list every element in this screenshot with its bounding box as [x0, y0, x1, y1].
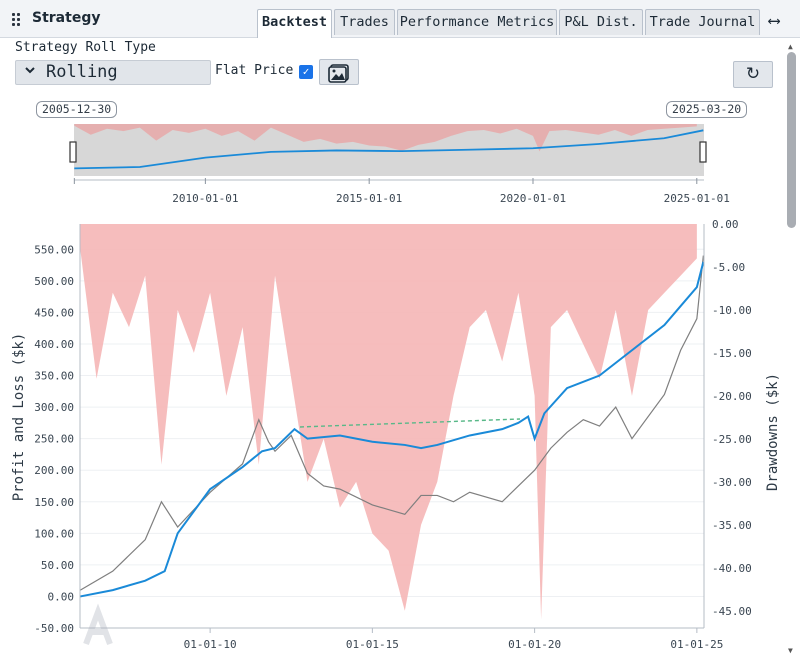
y-right-tick-label: -5.00	[712, 261, 745, 274]
roll-type-value: Rolling	[46, 62, 118, 82]
navigator-tick-label: 2010-01-01	[172, 192, 238, 205]
x-tick-label: 01-01-20	[508, 638, 561, 651]
navigator-start-date[interactable]: 2005-12-30	[36, 101, 118, 118]
chevron-down-icon	[24, 64, 36, 80]
drawdown-area	[80, 224, 697, 620]
image-icon	[328, 64, 349, 83]
tab-trade-journal[interactable]: Trade Journal	[645, 9, 760, 35]
y-left-tick-label: 50.00	[41, 559, 74, 572]
navigator-left-handle[interactable]	[69, 141, 77, 163]
scrollbar[interactable]	[787, 52, 796, 658]
navigator-right-handle[interactable]	[699, 141, 707, 163]
reset-icon: ↻	[745, 64, 761, 84]
y-right-tick-label: -10.00	[712, 304, 752, 317]
y-left-tick-label: 450.00	[34, 306, 74, 319]
x-tick-label: 01-01-25	[670, 638, 723, 651]
y-left-tick-label: 400.00	[34, 338, 74, 351]
drawdown-polygon	[80, 224, 697, 620]
navigator-tick-label: 2025-01-01	[664, 192, 730, 205]
y-right-tick-label: -20.00	[712, 390, 752, 403]
y-right-axis-label: Drawdowns ($k)	[765, 373, 780, 491]
tab-pnl-dist[interactable]: P&L Dist.	[559, 9, 643, 35]
flat-price-label: Flat Price	[215, 63, 294, 78]
tab-trades[interactable]: Trades	[334, 9, 395, 35]
y-right-tick-label: -45.00	[712, 605, 752, 618]
y-left-tick-label: 500.00	[34, 275, 74, 288]
y-left-tick-label: -50.00	[34, 622, 74, 635]
tab-backtest[interactable]: Backtest	[257, 9, 332, 38]
y-left-tick-label: 0.00	[48, 590, 75, 603]
y-right-tick-label: -40.00	[712, 562, 752, 575]
drag-handle-icon[interactable]	[12, 13, 22, 26]
pnl-drawdown-chart[interactable]: -50.00 0.00 50.00 100.00 150.00 200.00 250.00 3…	[0, 212, 780, 658]
scrollbar-thumb[interactable]	[787, 52, 796, 228]
range-navigator[interactable]: 2010-01-01 2015-01-01 2020-01-01 2025-01-01	[0, 118, 780, 210]
navigator-tick-label: 2015-01-01	[336, 192, 402, 205]
watermark-logo-icon	[83, 603, 113, 646]
flat-price-checkbox[interactable]: ✓	[299, 65, 313, 79]
y-right-tick-label: -30.00	[712, 476, 752, 489]
y-left-tick-label: 100.00	[34, 527, 74, 540]
y-left-tick-label: 250.00	[34, 433, 74, 446]
x-tick-label: 01-01-15	[346, 638, 399, 651]
y-right-tick-label: -35.00	[712, 519, 752, 532]
tab-performance-metrics[interactable]: Performance Metrics	[397, 9, 557, 35]
y-right-tick-label: 0.00	[712, 218, 739, 231]
y-left-tick-label: 350.00	[34, 370, 74, 383]
y-left-tick-label: 550.00	[34, 243, 74, 256]
panel-header: Strategy Backtest Trades Performance Met…	[0, 0, 800, 38]
series-line-blue	[80, 261, 705, 598]
y-right-tick-label: -25.00	[712, 433, 752, 446]
y-left-axis-label: Profit and Loss ($k)	[11, 333, 27, 502]
y-right-tick-label: -15.00	[712, 347, 752, 360]
navigator-drawdown-area	[74, 124, 697, 152]
x-tick-label: 01-01-10	[184, 638, 237, 651]
navigator-end-date[interactable]: 2025-03-20	[666, 101, 748, 118]
y-left-tick-label: 200.00	[34, 464, 74, 477]
navigator-tick-label: 2020-01-01	[500, 192, 566, 205]
flat-reference-line	[299, 418, 521, 428]
reset-zoom-button[interactable]: ↻	[733, 61, 773, 88]
export-image-button[interactable]	[319, 59, 359, 85]
expand-horizontal-icon[interactable]: ⟷	[769, 11, 780, 31]
panel-title: Strategy	[32, 10, 101, 26]
roll-type-label: Strategy Roll Type	[15, 40, 156, 55]
roll-type-select[interactable]: Rolling	[15, 60, 211, 85]
y-left-tick-label: 150.00	[34, 496, 74, 509]
navigator-pnl-line	[74, 129, 704, 170]
navigator-drawdown-polygon	[74, 124, 697, 152]
y-left-tick-label: 300.00	[34, 401, 74, 414]
scroll-down-icon[interactable]: ▼	[788, 646, 793, 655]
scroll-up-icon[interactable]: ▲	[788, 42, 793, 51]
